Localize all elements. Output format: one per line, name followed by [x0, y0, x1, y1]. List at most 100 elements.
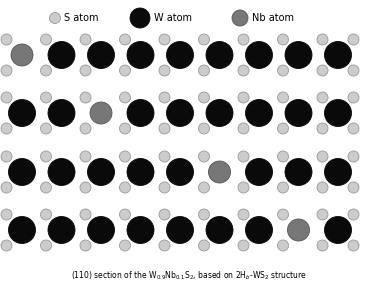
Circle shape [80, 123, 91, 134]
Circle shape [348, 151, 359, 162]
Circle shape [277, 182, 288, 193]
Circle shape [119, 182, 130, 193]
Circle shape [198, 123, 209, 134]
Circle shape [159, 65, 170, 76]
Circle shape [348, 92, 359, 103]
Circle shape [285, 41, 312, 68]
Circle shape [127, 41, 154, 68]
Circle shape [119, 240, 130, 251]
Text: (110) section of the W$_{0.9}$Nb$_{0.1}$S$_2$, based on 2H$_b$-WS$_2$ structure: (110) section of the W$_{0.9}$Nb$_{0.1}$… [71, 269, 307, 282]
Circle shape [119, 65, 130, 76]
Circle shape [166, 159, 194, 186]
Circle shape [232, 10, 248, 26]
Circle shape [8, 99, 36, 126]
Circle shape [130, 8, 150, 28]
Circle shape [288, 219, 310, 241]
Circle shape [159, 151, 170, 162]
Circle shape [198, 240, 209, 251]
Circle shape [159, 92, 170, 103]
Circle shape [245, 99, 273, 126]
Circle shape [238, 34, 249, 45]
Circle shape [238, 182, 249, 193]
Circle shape [348, 240, 359, 251]
Circle shape [206, 41, 233, 68]
Circle shape [209, 161, 231, 183]
Circle shape [277, 240, 288, 251]
Circle shape [11, 44, 33, 66]
Circle shape [90, 102, 112, 124]
Circle shape [198, 209, 209, 220]
Circle shape [40, 123, 51, 134]
Circle shape [40, 240, 51, 251]
Circle shape [324, 217, 352, 244]
Circle shape [119, 151, 130, 162]
Circle shape [80, 240, 91, 251]
Circle shape [348, 34, 359, 45]
Circle shape [159, 182, 170, 193]
Circle shape [285, 159, 312, 186]
Circle shape [119, 92, 130, 103]
Circle shape [277, 92, 288, 103]
Circle shape [80, 151, 91, 162]
Circle shape [348, 65, 359, 76]
Circle shape [80, 209, 91, 220]
Text: Nb atom: Nb atom [252, 13, 294, 23]
Circle shape [317, 182, 328, 193]
Circle shape [238, 123, 249, 134]
Circle shape [159, 240, 170, 251]
Text: W atom: W atom [154, 13, 192, 23]
Circle shape [1, 240, 12, 251]
Circle shape [324, 41, 352, 68]
Circle shape [40, 209, 51, 220]
Circle shape [119, 209, 130, 220]
Circle shape [1, 92, 12, 103]
Circle shape [119, 34, 130, 45]
Circle shape [238, 209, 249, 220]
Circle shape [159, 123, 170, 134]
Circle shape [80, 92, 91, 103]
Circle shape [50, 12, 60, 23]
Circle shape [1, 209, 12, 220]
Circle shape [198, 92, 209, 103]
Circle shape [317, 209, 328, 220]
Circle shape [277, 34, 288, 45]
Circle shape [238, 240, 249, 251]
Circle shape [317, 34, 328, 45]
Circle shape [127, 159, 154, 186]
Circle shape [40, 151, 51, 162]
Circle shape [48, 99, 75, 126]
Circle shape [1, 65, 12, 76]
Circle shape [166, 41, 194, 68]
Circle shape [159, 34, 170, 45]
Circle shape [277, 65, 288, 76]
Circle shape [277, 123, 288, 134]
Circle shape [87, 159, 115, 186]
Circle shape [317, 151, 328, 162]
Circle shape [245, 217, 273, 244]
Circle shape [80, 34, 91, 45]
Circle shape [48, 217, 75, 244]
Circle shape [1, 151, 12, 162]
Text: S atom: S atom [64, 13, 99, 23]
Circle shape [127, 99, 154, 126]
Circle shape [277, 151, 288, 162]
Circle shape [40, 92, 51, 103]
Circle shape [40, 34, 51, 45]
Circle shape [238, 151, 249, 162]
Circle shape [285, 99, 312, 126]
Circle shape [159, 209, 170, 220]
Circle shape [87, 217, 115, 244]
Circle shape [87, 41, 115, 68]
Circle shape [1, 123, 12, 134]
Circle shape [198, 151, 209, 162]
Circle shape [277, 209, 288, 220]
Circle shape [80, 65, 91, 76]
Circle shape [317, 240, 328, 251]
Circle shape [1, 34, 12, 45]
Circle shape [317, 65, 328, 76]
Circle shape [348, 209, 359, 220]
Circle shape [317, 123, 328, 134]
Circle shape [245, 41, 273, 68]
Circle shape [8, 159, 36, 186]
Circle shape [198, 65, 209, 76]
